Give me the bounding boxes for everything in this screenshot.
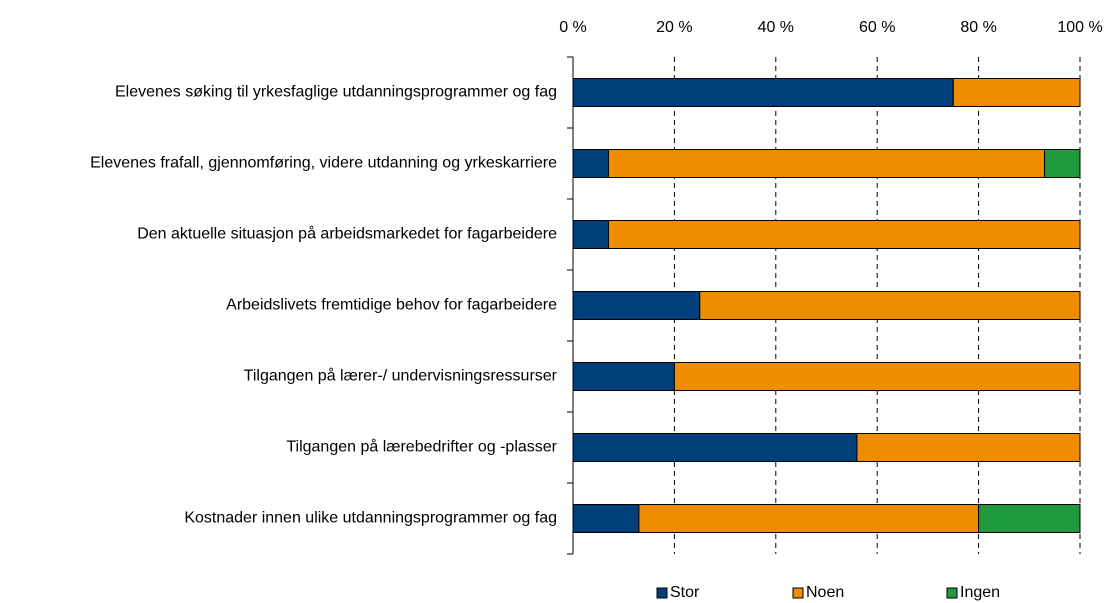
bar-segment xyxy=(699,291,1081,320)
x-tick-label: 20 % xyxy=(656,19,692,36)
bar-segment xyxy=(572,362,675,391)
y-tick-label: Arbeidslivets fremtidige behov for fagar… xyxy=(226,297,557,314)
legend-label: Noen xyxy=(806,584,844,601)
bar-segment xyxy=(572,149,609,178)
x-tick-label: 60 % xyxy=(859,19,895,36)
bar-segment xyxy=(952,78,1081,107)
y-tick-label: Tilgangen på lærebedrifter og -plasser xyxy=(286,438,557,456)
legend-swatch xyxy=(656,587,668,599)
legend-label: Ingen xyxy=(960,584,1000,601)
y-tick-label: Tilgangen på lærer-/ undervisningsressur… xyxy=(244,367,558,385)
bar-segment xyxy=(572,433,858,462)
bar-segment xyxy=(607,149,1046,178)
x-tick-label: 80 % xyxy=(960,19,996,36)
bar-segment xyxy=(572,220,609,249)
bar-segment xyxy=(1044,149,1081,178)
y-tick-label: Den aktuelle situasjon på arbeidsmarkede… xyxy=(137,225,557,243)
bar-segment xyxy=(673,362,1081,391)
bar-segment xyxy=(856,433,1081,462)
legend-label: Stor xyxy=(670,584,700,601)
y-tick-label: Kostnader innen ulike utdanningsprogramm… xyxy=(184,510,557,527)
bar-segment xyxy=(607,220,1081,249)
bar-segment xyxy=(638,504,980,533)
x-tick-label: 0 % xyxy=(559,19,587,36)
bar-segment xyxy=(572,291,701,320)
bar-segment xyxy=(572,78,954,107)
x-tick-label: 100 % xyxy=(1057,19,1102,36)
x-tick-label: 40 % xyxy=(758,19,794,36)
legend-swatch xyxy=(792,587,804,599)
y-tick-label: Elevenes søking til yrkesfaglige utdanni… xyxy=(115,84,557,101)
y-tick-label: Elevenes frafall, gjennomføring, videre … xyxy=(90,155,557,172)
bar-segment xyxy=(572,504,640,533)
bar-segment xyxy=(978,504,1081,533)
legend-swatch xyxy=(946,587,958,599)
